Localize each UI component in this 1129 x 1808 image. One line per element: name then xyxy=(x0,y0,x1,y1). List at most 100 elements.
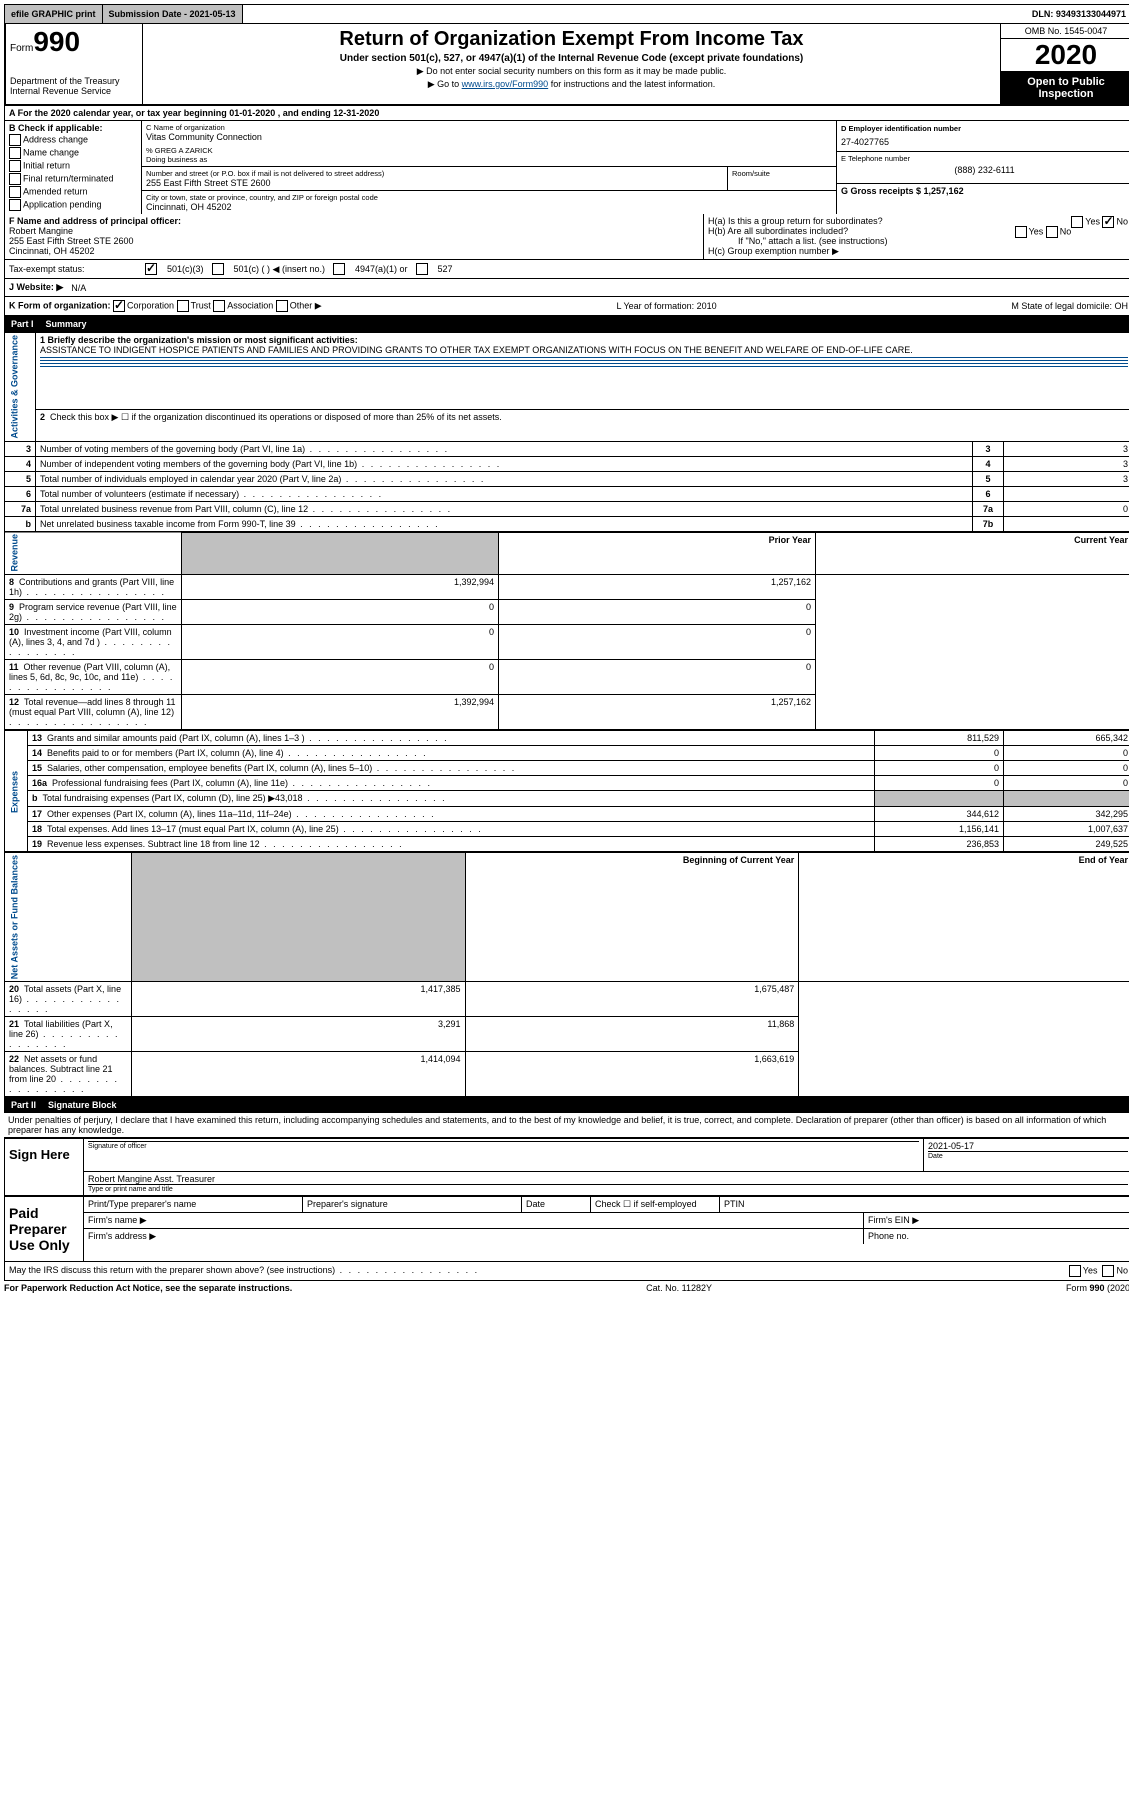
cb-final-return[interactable]: Final return/terminated xyxy=(9,173,137,185)
street-block: Number and street (or P.O. box if mail i… xyxy=(142,167,728,190)
cb-trust[interactable] xyxy=(177,300,189,312)
dept-treasury: Department of the Treasury xyxy=(10,76,138,86)
phone-no-label: Phone no. xyxy=(864,1229,1129,1244)
irs-label: Internal Revenue Service xyxy=(10,86,138,96)
line-21: 21 Total liabilities (Part X, line 26)3,… xyxy=(5,1017,1129,1052)
part1-num: Part I xyxy=(11,319,34,329)
netassets-table: Net Assets or Fund Balances Beginning of… xyxy=(4,852,1129,1097)
hc-row: H(c) Group exemption number ▶ xyxy=(708,246,1128,257)
line-12: 12 Total revenue—add lines 8 through 11 … xyxy=(5,695,1129,730)
form-ref: Form 990 (2020) xyxy=(1066,1283,1129,1293)
footer: For Paperwork Reduction Act Notice, see … xyxy=(4,1281,1129,1295)
cb-association[interactable] xyxy=(213,300,225,312)
form-header: Form990 Department of the Treasury Inter… xyxy=(4,24,1129,106)
row-a-tax-year: A For the 2020 calendar year, or tax yea… xyxy=(4,106,1129,121)
cb-address-change[interactable]: Address change xyxy=(9,134,137,146)
cb-501c[interactable] xyxy=(212,263,224,275)
line1-text: ASSISTANCE TO INDIGENT HOSPICE PATIENTS … xyxy=(40,345,913,355)
efile-print-button[interactable]: efile GRAPHIC print xyxy=(5,5,103,23)
signature-block: Sign Here Signature of officer 2021-05-1… xyxy=(4,1137,1129,1196)
col-de: D Employer identification number 27-4027… xyxy=(836,121,1129,214)
l-year: L Year of formation: 2010 xyxy=(616,301,716,311)
pp-check-label: Check ☐ if self-employed xyxy=(591,1197,720,1213)
cb-527[interactable] xyxy=(416,263,428,275)
line2: 2 Check this box ▶ ☐ if the organization… xyxy=(36,409,1129,441)
vlabel-netassets: Net Assets or Fund Balances xyxy=(5,853,132,982)
vlabel-expenses: Expenses xyxy=(5,731,28,852)
goto-note: ▶ Go to www.irs.gov/Form990 for instruct… xyxy=(151,79,992,90)
spacer-cell xyxy=(182,532,499,575)
m-state: M State of legal domicile: OH xyxy=(1011,301,1128,311)
cb-initial-return[interactable]: Initial return xyxy=(9,160,137,172)
sign-here-fields: Signature of officer 2021-05-17 Date Rob… xyxy=(84,1139,1129,1195)
officer-name: Robert Mangine xyxy=(9,226,73,236)
begin-year-hdr: Beginning of Current Year xyxy=(465,853,799,982)
line-4: 4Number of independent voting members of… xyxy=(5,456,1129,471)
line-14: 14 Benefits paid to or for members (Part… xyxy=(5,746,1129,761)
officer-addr1: 255 East Fifth Street STE 2600 xyxy=(9,236,134,246)
line-22: 22 Net assets or fund balances. Subtract… xyxy=(5,1052,1129,1097)
website-label: J Website: ▶ xyxy=(9,282,63,293)
website-value: N/A xyxy=(71,283,86,293)
line1-label: 1 Briefly describe the organization's mi… xyxy=(40,335,358,345)
cb-4947[interactable] xyxy=(333,263,345,275)
k-label: K Form of organization: xyxy=(9,300,111,310)
phone-block: E Telephone number (888) 232-6111 xyxy=(837,152,1129,183)
pp-sig-label: Preparer's signature xyxy=(303,1197,522,1213)
col-c-org: C Name of organization Vitas Community C… xyxy=(142,121,836,214)
cb-discuss-yes[interactable] xyxy=(1069,1265,1081,1277)
ein-block: D Employer identification number 27-4027… xyxy=(837,121,1129,152)
principal-officer: F Name and address of principal officer:… xyxy=(5,214,704,259)
col-b-header: B Check if applicable: xyxy=(9,123,103,133)
current-year-hdr: Current Year xyxy=(816,532,1129,575)
end-year-hdr: End of Year xyxy=(799,853,1129,982)
room-label: Room/suite xyxy=(732,169,832,178)
line-11: 11 Other revenue (Part VIII, column (A),… xyxy=(5,660,1129,695)
pra-notice: For Paperwork Reduction Act Notice, see … xyxy=(4,1283,292,1293)
line-18: 18 Total expenses. Add lines 13–17 (must… xyxy=(5,822,1129,837)
ptin-label: PTIN xyxy=(720,1197,1129,1213)
cb-corporation[interactable] xyxy=(113,300,125,312)
part1-title: Summary xyxy=(46,319,87,329)
pp-date-label: Date xyxy=(522,1197,591,1213)
cb-pending[interactable]: Application pending xyxy=(9,199,137,211)
form-subtitle: Under section 501(c), 527, or 4947(a)(1)… xyxy=(151,53,992,64)
k-block: K Form of organization: Corporation Trus… xyxy=(9,300,322,312)
type-print-label: Type or print name and title xyxy=(88,1184,1128,1193)
revenue-table: Revenue Prior Year Current Year 8 Contri… xyxy=(4,532,1129,731)
room-block: Room/suite xyxy=(728,167,836,190)
line-10: 10 Investment income (Part VIII, column … xyxy=(5,625,1129,660)
spacer xyxy=(243,5,1026,23)
street-label: Number and street (or P.O. box if mail i… xyxy=(146,169,723,178)
line-6: 6Total number of volunteers (estimate if… xyxy=(5,486,1129,501)
sig-officer-label: Signature of officer xyxy=(88,1141,919,1150)
paid-preparer-label: Paid Preparer Use Only xyxy=(5,1197,84,1261)
line-b: bNet unrelated business taxable income f… xyxy=(5,516,1129,531)
omb-number: OMB No. 1545-0047 xyxy=(1001,24,1129,39)
firm-ein-label: Firm's EIN ▶ xyxy=(864,1213,1129,1229)
line-16a: 16a Professional fundraising fees (Part … xyxy=(5,776,1129,791)
officer-label: F Name and address of principal officer: xyxy=(9,216,181,226)
cat-no: Cat. No. 11282Y xyxy=(646,1283,712,1293)
part1-header: Part I Summary xyxy=(4,316,1129,332)
dln: DLN: 93493133044971 xyxy=(1026,5,1129,23)
cb-501c3[interactable] xyxy=(145,263,157,275)
irs-link[interactable]: www.irs.gov/Form990 xyxy=(462,79,549,89)
header-right: OMB No. 1545-0047 2020 Open to Public In… xyxy=(1000,24,1129,104)
website-row: J Website: ▶ N/A xyxy=(4,279,1129,297)
goto-post: for instructions and the latest informat… xyxy=(548,79,715,89)
ein-label: D Employer identification number xyxy=(841,124,961,133)
line-15: 15 Salaries, other compensation, employe… xyxy=(5,761,1129,776)
ssn-note: ▶ Do not enter social security numbers o… xyxy=(151,66,992,77)
open-inspection: Open to Public Inspection xyxy=(1001,72,1129,104)
line-9: 9 Program service revenue (Part VIII, li… xyxy=(5,600,1129,625)
vlabel-revenue: Revenue xyxy=(5,532,182,575)
spacer-cell2 xyxy=(131,853,465,982)
cb-amended[interactable]: Amended return xyxy=(9,186,137,198)
cb-name-change[interactable]: Name change xyxy=(9,147,137,159)
info-grid: B Check if applicable: Address change Na… xyxy=(4,121,1129,214)
org-name-label: C Name of organization xyxy=(146,123,832,132)
cb-discuss-no[interactable] xyxy=(1102,1265,1114,1277)
cb-other[interactable] xyxy=(276,300,288,312)
firm-name-label: Firm's name ▶ xyxy=(84,1213,864,1229)
